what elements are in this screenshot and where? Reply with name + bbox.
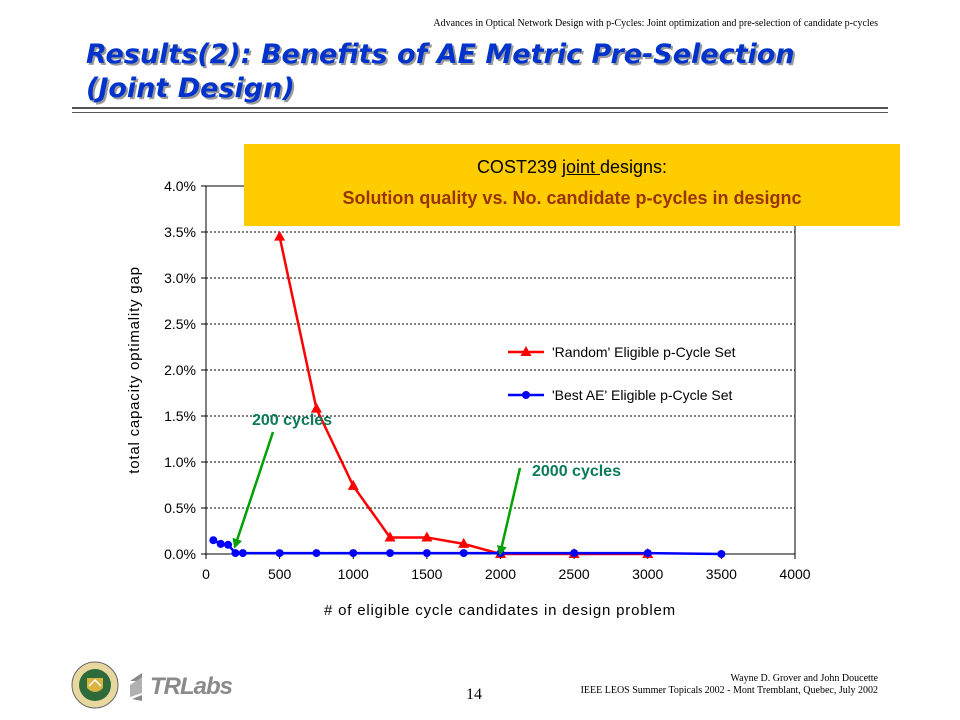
- data-point-triangle: [458, 537, 470, 548]
- callout-text-post: designs:: [600, 157, 668, 177]
- y-axis-label: total capacity optimality gap: [126, 266, 143, 473]
- x-tick-label: 3500: [706, 566, 737, 582]
- callout-box: COST239 joint designs: Solution quality …: [244, 144, 900, 226]
- annotation-label: 200 cycles: [252, 412, 332, 429]
- x-axis-label: # of eligible cycle candidates in design…: [324, 602, 676, 619]
- y-tick-label: 4.0%: [164, 178, 196, 194]
- y-tick-label: 3.5%: [164, 224, 196, 240]
- trlabs-logo-text: TRLabs: [150, 673, 233, 700]
- series-layer: [209, 230, 726, 558]
- callout-line1: COST239 joint designs:: [244, 155, 900, 179]
- x-axis-ticks: 0 500 1000 1500 2000 2500 3000 3500 4000: [202, 554, 811, 582]
- page-number: 14: [466, 686, 482, 703]
- y-axis-ticks: 0.0% 0.5% 1.0% 1.5% 2.0% 2.5% 3.0% 3.5% 4.0%: [164, 178, 206, 562]
- y-tick-label: 2.5%: [164, 316, 196, 332]
- annotation-arrow: [232, 431, 275, 549]
- data-point-triangle: [274, 230, 286, 241]
- data-point-triangle: [520, 346, 532, 356]
- y-tick-label: 2.0%: [164, 362, 196, 378]
- data-point-circle: [216, 539, 225, 548]
- data-point-circle: [570, 549, 579, 558]
- x-tick-label: 2000: [485, 566, 516, 582]
- annotation-label: 2000 cycles: [532, 463, 621, 480]
- data-point-circle: [349, 549, 358, 558]
- y-tick-label: 1.0%: [164, 454, 196, 470]
- data-point-circle: [717, 550, 726, 558]
- x-tick-label: 2500: [559, 566, 590, 582]
- data-point-circle: [643, 549, 652, 558]
- y-tick-label: 0.5%: [164, 500, 196, 516]
- data-point-circle: [312, 549, 321, 558]
- legend-label: 'Best AE' Eligible p-Cycle Set: [552, 387, 733, 403]
- data-point-triangle: [421, 531, 433, 542]
- slide-title-line1: Results(2): Benefits of AE Metric Pre-Se…: [86, 39, 795, 70]
- legend-label: 'Random' Eligible p-Cycle Set: [552, 344, 736, 360]
- university-crest-logo: [71, 661, 119, 709]
- x-tick-label: 1000: [338, 566, 369, 582]
- x-tick-label: 4000: [779, 566, 810, 582]
- data-point-circle: [522, 391, 530, 399]
- x-tick-label: 500: [268, 566, 292, 582]
- x-tick-label: 3000: [632, 566, 663, 582]
- data-point-circle: [238, 549, 247, 558]
- data-point-triangle: [347, 479, 359, 490]
- x-tick-label: 1500: [411, 566, 442, 582]
- callout-line2: Solution quality vs. No. candidate p-cyc…: [342, 188, 802, 208]
- title-rule-thin: [72, 112, 888, 113]
- running-header: Advances in Optical Network Design with …: [433, 18, 878, 29]
- trlabs-mark-icon: [130, 673, 142, 701]
- data-point-triangle: [310, 402, 322, 413]
- data-point-circle: [275, 549, 284, 558]
- footer-authors: Wayne D. Grover and John Doucette: [730, 673, 878, 684]
- data-point-circle: [224, 540, 233, 549]
- data-point-circle: [209, 536, 218, 545]
- grid-lines: [206, 231, 795, 509]
- data-point-triangle: [384, 531, 396, 542]
- title-rule-thick: [72, 107, 888, 109]
- annotation-arrow: [496, 467, 522, 556]
- legend: 'Random' Eligible p-Cycle Set 'Best AE' E…: [508, 344, 736, 403]
- data-point-circle: [459, 549, 468, 558]
- footer-credits: Wayne D. Grover and John Doucette IEEE L…: [581, 673, 878, 697]
- y-tick-label: 1.5%: [164, 408, 196, 424]
- y-tick-label: 0.0%: [164, 546, 196, 562]
- data-point-circle: [386, 549, 395, 558]
- annotations: 200 cycles 2000 cycles: [232, 412, 621, 556]
- x-tick-label: 0: [202, 566, 210, 582]
- y-tick-label: 3.0%: [164, 270, 196, 286]
- slide-title: Results(2): Benefits of AE Metric Pre-Se…: [86, 38, 886, 106]
- data-point-circle: [422, 549, 431, 558]
- series-best-ae: [209, 536, 726, 558]
- callout-text-pre: COST239: [476, 157, 562, 177]
- data-point-circle: [231, 549, 240, 558]
- slide-title-line2: (Joint Design): [86, 73, 295, 104]
- footer-venue: IEEE LEOS Summer Topicals 2002 - Mont Tr…: [580, 685, 878, 696]
- callout-text-underlined: joint: [561, 157, 601, 177]
